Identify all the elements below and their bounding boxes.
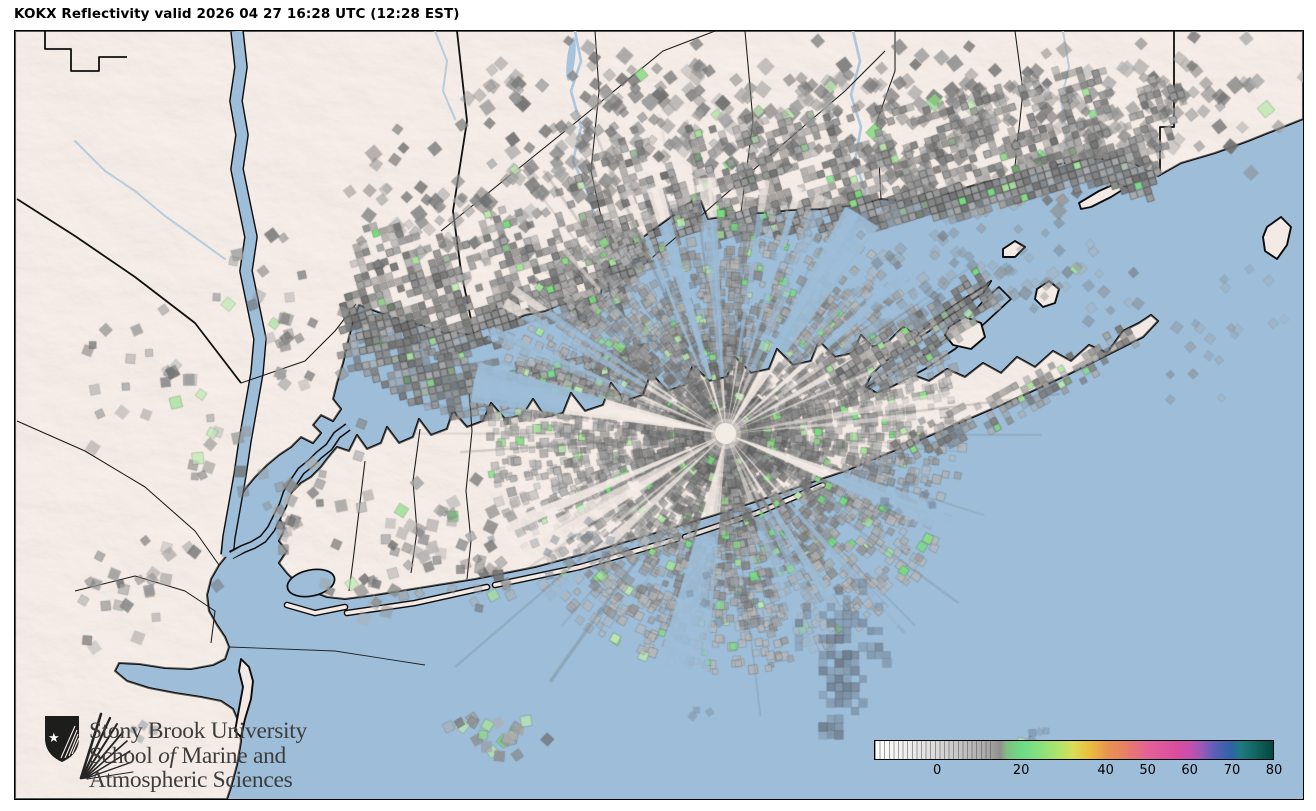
colorbar-bar: [874, 740, 1274, 760]
colorbar-tick-label: 20: [1012, 763, 1030, 778]
colorbar-tick-label: 70: [1223, 763, 1241, 778]
colorbar-tick-label: 50: [1139, 763, 1156, 778]
colorbar-tick-label: 0: [933, 763, 942, 778]
figure-title: KOKX Reflectivity valid 2026 04 27 16:28…: [14, 6, 460, 22]
map-frame: ★ Stony Brook University School of Marin…: [14, 30, 1304, 800]
radar-echo-layer: [15, 31, 1303, 799]
colorbar-tick-label: 40: [1097, 763, 1114, 778]
colorbar-tick-label: 60: [1181, 763, 1198, 778]
colorbar-hatch-overlay: [875, 741, 995, 759]
reflectivity-colorbar: 0 20 40 50 60 70 80: [874, 740, 1282, 788]
radar-site-marker: [715, 423, 736, 444]
colorbar-tick-label: 80: [1265, 763, 1283, 778]
colorbar-tick-labels: 0 20 40 50 60 70 80: [874, 763, 1282, 783]
